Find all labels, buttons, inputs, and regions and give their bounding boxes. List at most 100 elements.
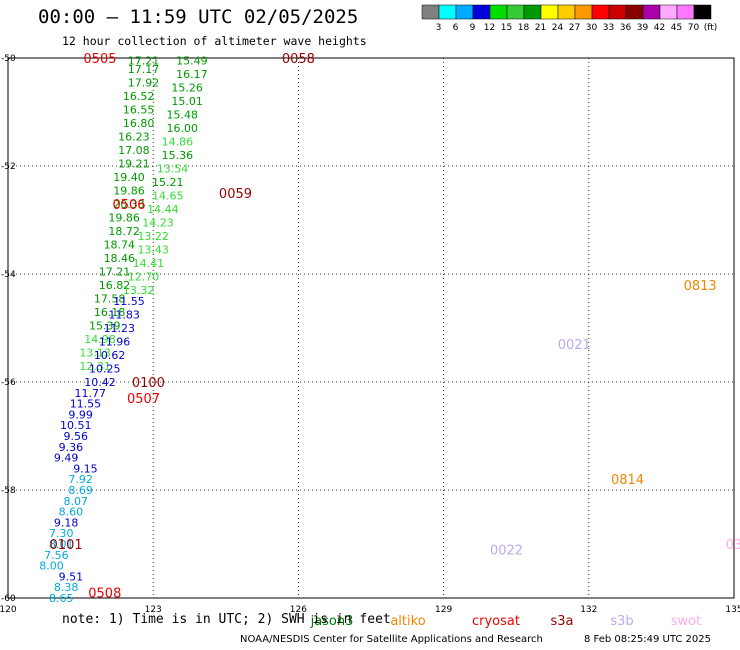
colorbar-label: 9 — [470, 23, 476, 33]
colorbar-swatch — [591, 4, 610, 20]
swh-value: 9.99 — [68, 408, 93, 421]
swh-value: 18.74 — [104, 238, 136, 251]
colorbar-swatch — [625, 4, 644, 20]
swh-value: 12.31 — [79, 360, 111, 373]
pass-label: 0022 — [490, 543, 523, 558]
y-tick-label: -54 — [1, 270, 16, 280]
y-tick-label: -50 — [1, 54, 16, 64]
swh-value: 11.96 — [99, 336, 131, 349]
swh-value: 14.23 — [142, 217, 174, 230]
swh-value: 17.17 — [128, 63, 160, 76]
swh-value: 15.26 — [171, 82, 203, 95]
colorbar-swatch — [642, 4, 661, 20]
page-subtitle: 12 hour collection of altimeter wave hei… — [62, 34, 367, 48]
colorbar-swatch — [438, 4, 457, 20]
swh-value: 8.07 — [64, 495, 89, 508]
swh-value: 16.82 — [99, 279, 131, 292]
swh-value: 16.17 — [176, 68, 208, 81]
swh-value: 14.98 — [84, 333, 116, 346]
swh-value: 8.01 — [49, 538, 74, 551]
footer-note: note: 1) Time is in UTC; 2) SWH is in fe… — [62, 612, 391, 627]
swh-value: 10.25 — [89, 363, 121, 376]
swh-value: 12.70 — [128, 271, 160, 284]
colorbar-swatch — [540, 4, 559, 20]
swh-value: 14.44 — [147, 203, 179, 216]
swh-value: 9.18 — [54, 516, 79, 529]
colorbar-swatch — [676, 4, 695, 20]
swh-value: 17.21 — [128, 55, 160, 68]
y-tick-label: -58 — [1, 486, 16, 496]
colorbar-label: 3 — [436, 23, 442, 33]
legend-s3a: s3a — [550, 614, 573, 629]
swh-value: 9.36 — [59, 441, 84, 454]
swh-value: 16.23 — [118, 130, 150, 143]
swh-value: 11.23 — [104, 322, 136, 335]
colorbar-swatch — [472, 4, 491, 20]
colorbar-swatch — [455, 4, 474, 20]
legend-s3b: s3b — [610, 614, 633, 629]
x-tick-label: 135 — [725, 605, 740, 615]
colorbar-swatch — [489, 4, 508, 20]
colorbar-label: 45 — [671, 23, 682, 33]
swh-value: 13.13 — [79, 346, 111, 359]
swh-value: 15.01 — [171, 95, 203, 108]
swh-value: 15.21 — [152, 176, 184, 189]
x-tick-label: 132 — [580, 605, 597, 615]
swh-value: 11.83 — [108, 309, 140, 322]
swh-value: 19.86 — [108, 211, 140, 224]
swh-value: 17.08 — [118, 144, 150, 157]
swh-value: 17.58 — [94, 292, 126, 305]
swh-value: 16.00 — [166, 122, 198, 135]
pass-label: 0506 — [112, 198, 145, 213]
swh-value: 16.52 — [123, 90, 155, 103]
y-tick-label: -52 — [1, 162, 16, 172]
colorbar-label: 21 — [535, 23, 546, 33]
colorbar-label: 30 — [586, 23, 598, 33]
colorbar-label: 6 — [453, 23, 459, 33]
swh-value: 15.48 — [166, 109, 198, 122]
colorbar-label: 36 — [620, 23, 632, 33]
pass-label: 0505 — [83, 52, 116, 67]
swh-value: 15.36 — [162, 149, 194, 162]
colorbar-label: 15 — [501, 23, 512, 33]
swh-value: 7.56 — [44, 549, 69, 562]
pass-label: 0508 — [88, 587, 121, 602]
swh-value: 19.21 — [118, 157, 150, 170]
swh-value: 8.60 — [59, 506, 84, 519]
swh-value: 8.69 — [68, 484, 93, 497]
swh-value: 18.72 — [108, 225, 140, 238]
swh-value: 17.92 — [128, 76, 160, 89]
swh-value: 7.92 — [68, 473, 93, 486]
swh-value: 16.80 — [123, 117, 155, 130]
colorbar-label: 33 — [603, 23, 614, 33]
colorbar-swatch — [608, 4, 627, 20]
page-title: 00:00 – 11:59 UTC 02/05/2025 — [38, 6, 359, 28]
swh-value: 13.32 — [123, 284, 155, 297]
swh-value: 14.41 — [133, 257, 165, 270]
x-tick-label: 126 — [290, 605, 307, 615]
pass-label: 0021 — [558, 338, 591, 353]
swh-value: 9.56 — [64, 430, 89, 443]
swh-value: 9.49 — [54, 452, 79, 465]
pass-label: 0101 — [50, 538, 83, 553]
colorbar-label: 24 — [552, 23, 564, 33]
pass-label: 0058 — [282, 52, 315, 67]
swh-value: 10.42 — [84, 376, 116, 389]
colorbar-swatch — [421, 4, 440, 20]
colorbar-swatch — [506, 4, 525, 20]
legend-jason3: jason3 — [310, 614, 354, 629]
colorbar-label: 70 — [688, 23, 700, 33]
colorbar-label: 12 — [484, 23, 495, 33]
swh-value: 7.30 — [49, 527, 74, 540]
swh-value: 15.49 — [176, 55, 208, 68]
colorbar-label: 42 — [654, 23, 665, 33]
legend-altiko: altiko — [390, 614, 425, 629]
colorbar-swatch — [659, 4, 678, 20]
swh-value: 10.51 — [60, 419, 92, 432]
swh-value: 19.40 — [113, 171, 145, 184]
swh-value: 8.38 — [54, 581, 79, 594]
colorbar-swatch — [523, 4, 542, 20]
colorbar-label: (ft) — [704, 23, 718, 33]
